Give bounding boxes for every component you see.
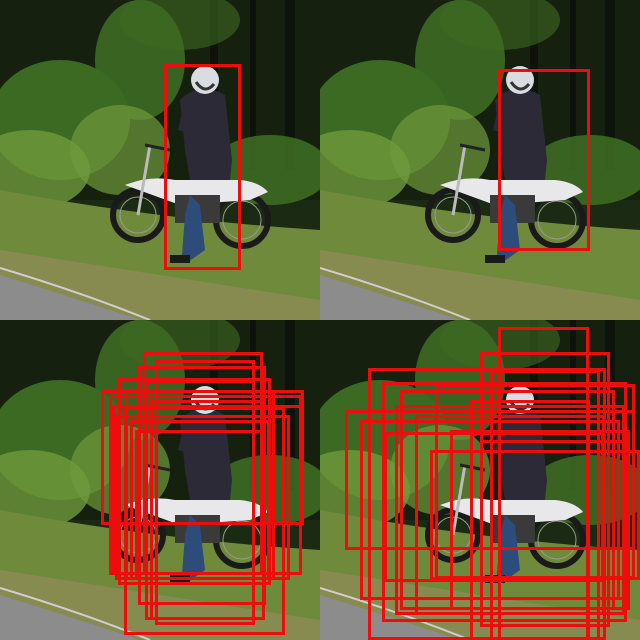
panel-bottom-left — [0, 320, 320, 640]
panel-bottom-right — [320, 320, 640, 640]
panel-top-left — [0, 0, 320, 320]
panel-top-right — [320, 0, 640, 320]
